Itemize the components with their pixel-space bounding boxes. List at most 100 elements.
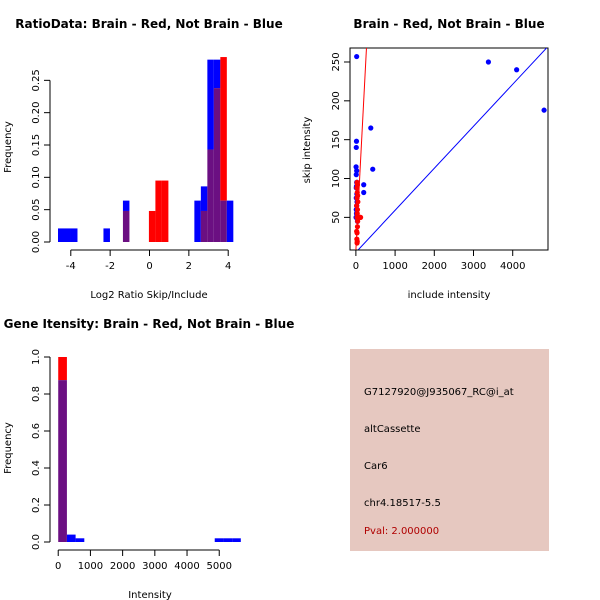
gene-hist-x-tick-label: 5000 [207, 561, 232, 572]
ratio-hist-x-tick-label: -4 [66, 261, 76, 272]
gene-hist-bar-not-brain [66, 534, 76, 542]
gene-hist-y-tick-label: 1.0 [31, 349, 42, 365]
not-brain-point [370, 166, 376, 172]
intensity-scatter-ylabel: skip intensity [302, 117, 313, 184]
gene-hist-y-tick-label: 0.4 [31, 460, 42, 476]
ratio-histogram-ylabel: Frequency [3, 121, 14, 173]
brain-point [354, 224, 361, 230]
scatter-x-tick-label: 0 [353, 261, 359, 272]
scatter-y-tick-label: 250 [331, 52, 342, 71]
gene-name: Car6 [364, 461, 388, 472]
intensity-scatter-title: Brain - Red, Not Brain - Blue [353, 17, 544, 31]
ratio-hist-bar-not-brain [194, 200, 201, 242]
gene-intensity-histogram-ylabel: Frequency [3, 422, 14, 474]
brain-point [357, 214, 364, 220]
probe-info-panel: G7127920@J935067_RC@i_at altCassette Car… [350, 349, 549, 551]
scatter-y-tick-label: 200 [331, 91, 342, 110]
gene-hist-x-tick-label: 2000 [110, 561, 135, 572]
ratio-hist-bar-brain [220, 57, 227, 201]
scatter-x-tick-label: 3000 [461, 261, 486, 272]
event-type: altCassette [364, 424, 421, 435]
gene-hist-bar-not-brain [232, 538, 241, 542]
probe-id: G7127920@J935067_RC@i_at [364, 387, 514, 398]
ratio-hist-x-tick-label: -2 [105, 261, 115, 272]
not-brain-fit-line [357, 48, 548, 250]
gene-hist-bar-not-brain [223, 538, 233, 542]
scatter-x-tick-label: 2000 [422, 261, 447, 272]
not-brain-point [354, 168, 360, 174]
genomic-location: chr4.18517-5.5 [364, 498, 441, 509]
brain-point [354, 203, 360, 209]
ratio-hist-bar-not-brain [58, 228, 65, 242]
gene-hist-y-tick-label: 0.2 [31, 497, 42, 513]
gene-hist-bar-brain [58, 357, 67, 381]
gene-hist-x-tick-label: 1000 [78, 561, 103, 572]
ratio-hist-y-tick-label: 0.20 [31, 102, 42, 124]
ratio-hist-y-tick-label: 0.10 [31, 166, 42, 188]
not-brain-point [485, 59, 492, 65]
brain-point [354, 195, 360, 201]
scatter-x-tick-label: 4000 [500, 261, 525, 272]
gene-intensity-histogram-xlabel: Intensity [128, 590, 172, 600]
ratio-hist-bar-overlap [207, 149, 214, 242]
not-brain-point [354, 53, 360, 60]
ratio-hist-bar-not-brain [70, 228, 78, 242]
gene-hist-x-tick-label: 4000 [174, 561, 199, 572]
gene-hist-y-tick-label: 0.8 [31, 386, 42, 402]
ratio-hist-y-tick-label: 0.05 [31, 199, 42, 221]
ratio-hist-x-tick-label: 2 [186, 261, 192, 272]
not-brain-point [541, 107, 547, 113]
ratio-hist-bar-brain [148, 210, 156, 242]
gene-hist-bar-not-brain [75, 538, 85, 542]
scatter-x-tick-label: 1000 [382, 261, 407, 272]
scatter-y-tick-label: 50 [331, 211, 342, 224]
ratio-hist-x-tick-label: 0 [146, 261, 152, 272]
intensity-scatter: Brain - Red, Not Brain - Blue include in… [302, 17, 549, 301]
ratio-hist-bar-not-brain [226, 200, 234, 242]
ratio-histogram-xlabel: Log2 Ratio Skip/Include [90, 290, 207, 301]
ratio-histogram-title: RatioData: Brain - Red, Not Brain - Blue [15, 17, 282, 31]
ratio-hist-bar-not-brain [200, 186, 208, 211]
brain-point [354, 240, 360, 246]
ratio-hist-bar-not-brain [64, 228, 71, 242]
brain-point [354, 207, 361, 213]
gene-hist-bar-not-brain [214, 538, 224, 542]
not-brain-point [353, 172, 359, 178]
gene-hist-y-tick-label: 0.6 [31, 423, 42, 439]
ratio-hist-bar-overlap [122, 210, 130, 242]
ratio-hist-bar-brain [155, 180, 162, 242]
not-brain-point [361, 182, 367, 188]
not-brain-point [368, 125, 374, 131]
ratio-hist-bar-overlap [213, 88, 221, 243]
scatter-y-tick-label: 100 [331, 169, 342, 188]
ratio-hist-bar-overlap [200, 210, 208, 242]
ratio-hist-y-tick-label: 0.00 [31, 231, 42, 253]
gene-intensity-histogram-title: Gene Itensity: Brain - Red, Not Brain - … [4, 317, 295, 331]
ratio-hist-bar-not-brain [122, 200, 130, 211]
gene-hist-bar-overlap [58, 380, 67, 542]
ratio-hist-y-tick-label: 0.15 [31, 134, 42, 156]
not-brain-point [361, 189, 367, 196]
gene-intensity-histogram: Gene Itensity: Brain - Red, Not Brain - … [3, 317, 294, 600]
brain-point [354, 230, 360, 236]
brain-point [354, 185, 360, 191]
scatter-y-tick-label: 150 [331, 130, 342, 149]
gene-hist-x-tick-label: 3000 [142, 561, 167, 572]
p-value: Pval: 2.000000 [364, 526, 440, 537]
ratio-hist-bar-not-brain [213, 59, 221, 89]
ratio-hist-bar-not-brain [207, 59, 214, 150]
ratio-hist-y-tick-label: 0.25 [31, 69, 42, 91]
ratio-histogram: RatioData: Brain - Red, Not Brain - Blue… [3, 17, 283, 301]
gene-hist-y-tick-label: 0.0 [31, 534, 42, 550]
gene-hist-x-tick-label: 0 [55, 561, 61, 572]
ratio-hist-bar-not-brain [103, 228, 110, 242]
ratio-hist-x-tick-label: 4 [225, 261, 231, 272]
not-brain-point [353, 138, 360, 144]
intensity-scatter-xlabel: include intensity [408, 290, 491, 301]
not-brain-point [353, 144, 359, 151]
brain-point [354, 210, 360, 217]
not-brain-point [353, 164, 359, 170]
brain-point [355, 218, 361, 224]
not-brain-point [514, 67, 520, 73]
